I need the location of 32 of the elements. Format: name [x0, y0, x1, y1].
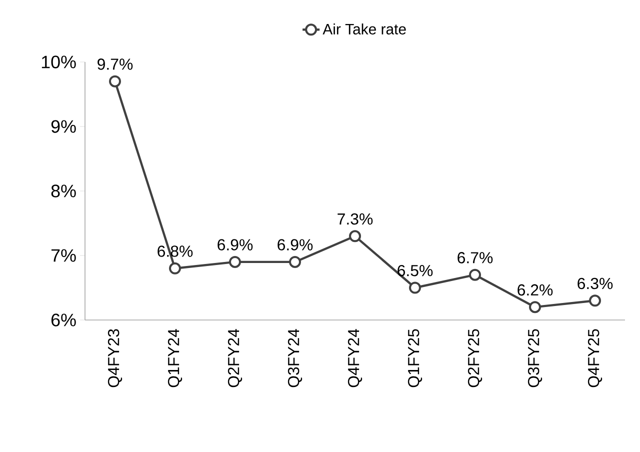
data-label: 6.7% — [458, 252, 493, 264]
x-tick-label: Q3FY25 — [528, 329, 542, 388]
point — [589, 294, 602, 307]
data-label: 6.5% — [398, 264, 433, 276]
y-tick-label: 8% — [51, 184, 76, 198]
point — [409, 282, 422, 294]
data-label: 9.7% — [98, 58, 133, 70]
point — [469, 268, 482, 281]
point — [289, 256, 302, 268]
point — [529, 301, 542, 314]
data-label: 7.3% — [338, 213, 373, 225]
x-tick-label: Q4FY25 — [588, 329, 602, 388]
data-label: 6.9% — [278, 239, 313, 250]
point — [229, 256, 241, 268]
data-label: 6.3% — [578, 278, 613, 290]
legend-label: Air Take rate — [322, 23, 406, 34]
y-tick-label: 6% — [51, 314, 76, 326]
point — [169, 262, 181, 274]
point — [349, 230, 362, 242]
point — [109, 75, 121, 88]
y-tick-label: 10% — [42, 56, 76, 68]
data-label: 6.2% — [518, 284, 553, 296]
x-tick-label: Q3FY24 — [288, 328, 302, 388]
data-label: 6.9% — [218, 239, 253, 250]
y-tick-label: 9% — [51, 120, 76, 133]
x-tick-label: Q2FY25 — [468, 329, 482, 388]
x-tick-label: Q4FY24 — [348, 328, 362, 388]
x-tick-label: Q1FY24 — [168, 328, 182, 388]
x-tick-label: Q1FY25 — [408, 329, 422, 388]
y-tick-label: 7% — [51, 249, 76, 262]
x-tick-label: Q4FY23 — [108, 329, 122, 388]
x-tick-label: Q2FY24 — [228, 328, 242, 388]
